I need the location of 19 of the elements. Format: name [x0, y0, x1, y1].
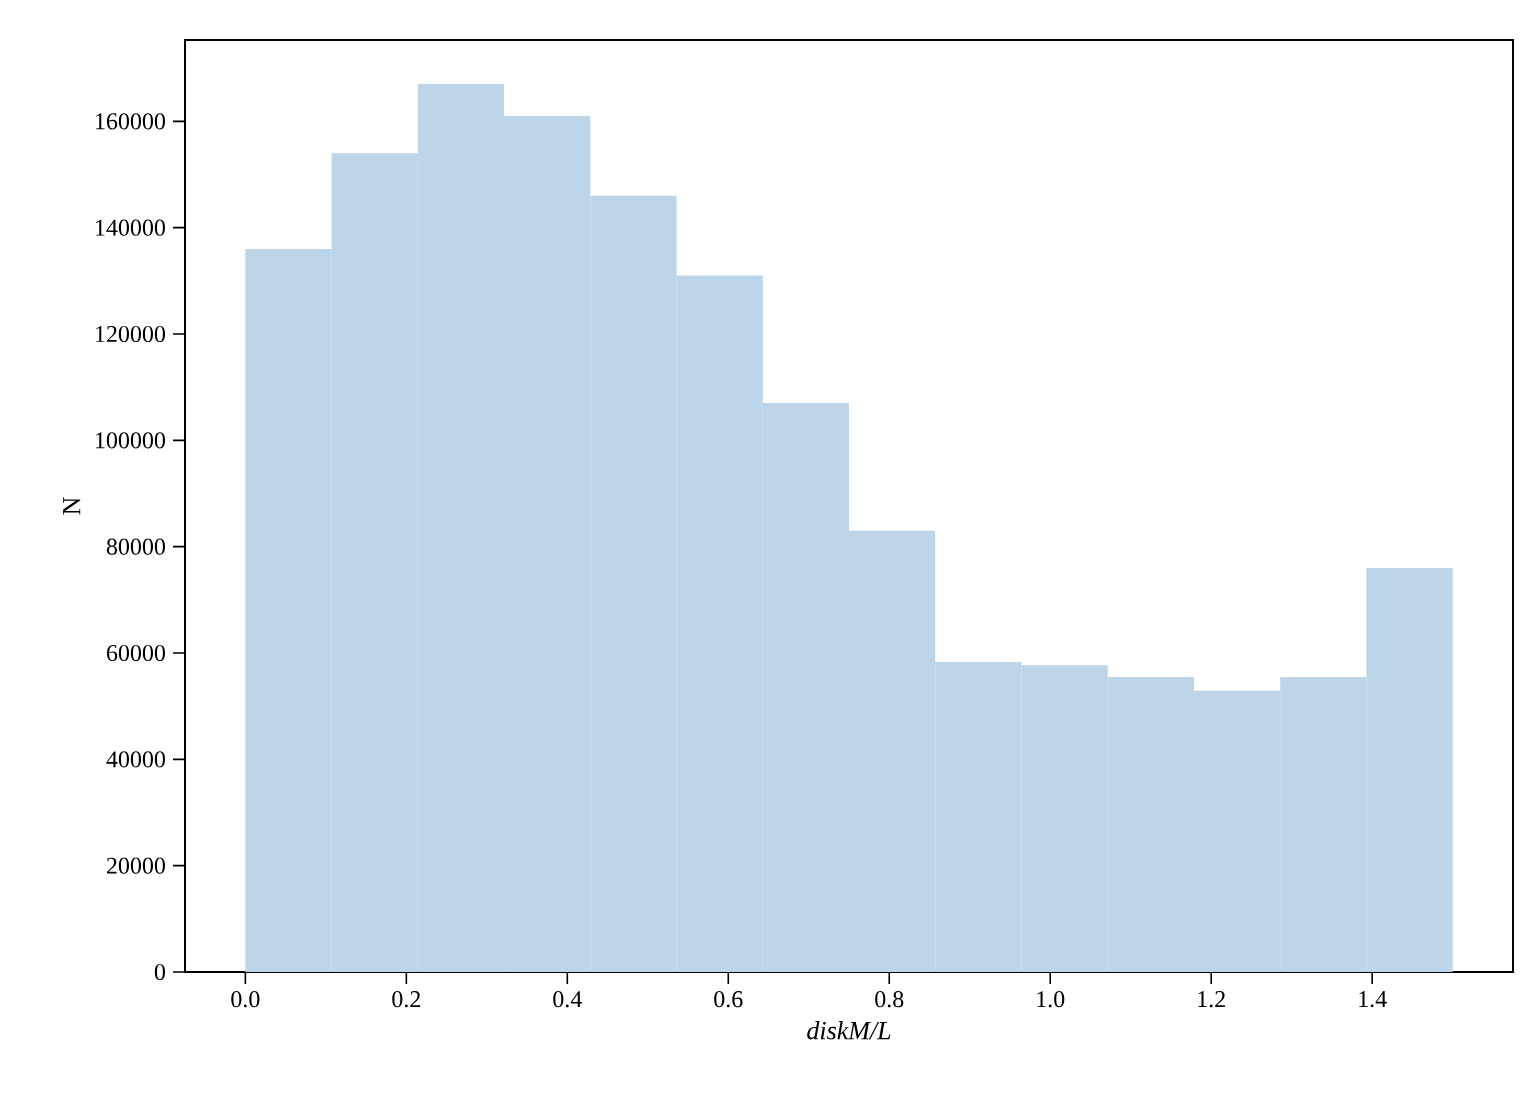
x-tick-label: 1.4	[1359, 991, 1387, 1008]
y-tick-label: 120000	[96, 325, 166, 343]
y-tick-label: 100000	[96, 432, 166, 449]
y-tick-label: 60000	[106, 644, 166, 662]
y-tick-label: 20000	[107, 857, 166, 874]
x-tick-label: 0.6	[714, 991, 743, 1008]
x-tick-label: 0.2	[392, 991, 420, 1008]
y-tick-label: 40000	[106, 751, 166, 768]
y-tick-label: 80000	[106, 538, 166, 555]
y-axis-title: N	[63, 497, 81, 515]
x-axis-title: diskM/L	[807, 1021, 891, 1040]
y-tick-label: 140000	[96, 219, 166, 236]
x-tick-label: 1.0	[1037, 991, 1065, 1008]
x-tick-label: 0.8	[875, 991, 904, 1008]
x-tick-label: 0.0	[231, 991, 260, 1008]
x-tick-label: 1.2	[1198, 991, 1225, 1008]
y-tick-label: 0	[154, 963, 166, 981]
y-tick-label: 160000	[96, 113, 166, 130]
x-tick-label: 0.4	[553, 991, 582, 1008]
